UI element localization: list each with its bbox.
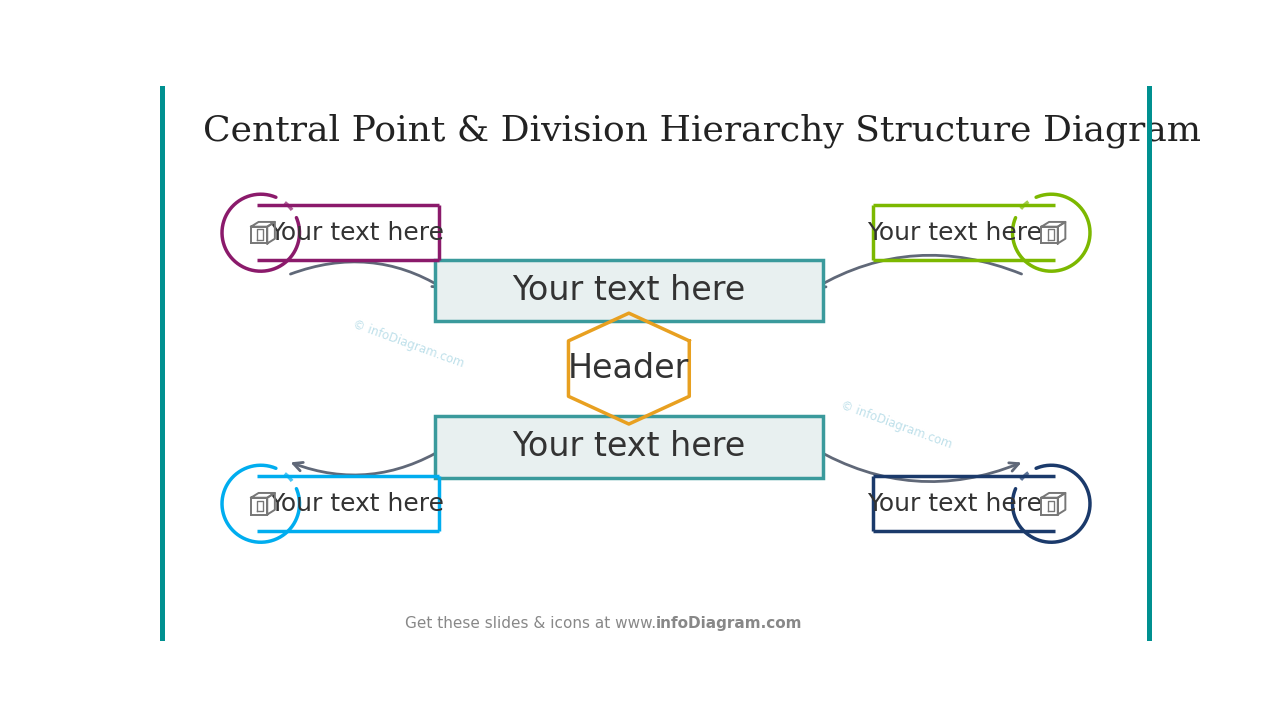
- FancyBboxPatch shape: [1147, 86, 1152, 641]
- Text: © infoDiagram.com: © infoDiagram.com: [351, 318, 466, 371]
- Text: Your text here: Your text here: [270, 492, 444, 516]
- Text: Your text here: Your text here: [868, 492, 1042, 516]
- Text: Header: Header: [568, 352, 690, 385]
- Text: © infoDiagram.com: © infoDiagram.com: [838, 399, 954, 451]
- Text: Your text here: Your text here: [512, 274, 745, 307]
- Text: Your text here: Your text here: [512, 431, 745, 463]
- Text: Central Point & Division Hierarchy Structure Diagram: Central Point & Division Hierarchy Struc…: [202, 113, 1201, 148]
- Text: infoDiagram.com: infoDiagram.com: [657, 616, 803, 631]
- FancyBboxPatch shape: [435, 260, 823, 321]
- Text: Get these slides & icons at www.: Get these slides & icons at www.: [404, 616, 657, 631]
- Text: Your text here: Your text here: [868, 221, 1042, 245]
- Text: Your text here: Your text here: [270, 221, 444, 245]
- FancyBboxPatch shape: [435, 416, 823, 477]
- FancyBboxPatch shape: [160, 86, 165, 641]
